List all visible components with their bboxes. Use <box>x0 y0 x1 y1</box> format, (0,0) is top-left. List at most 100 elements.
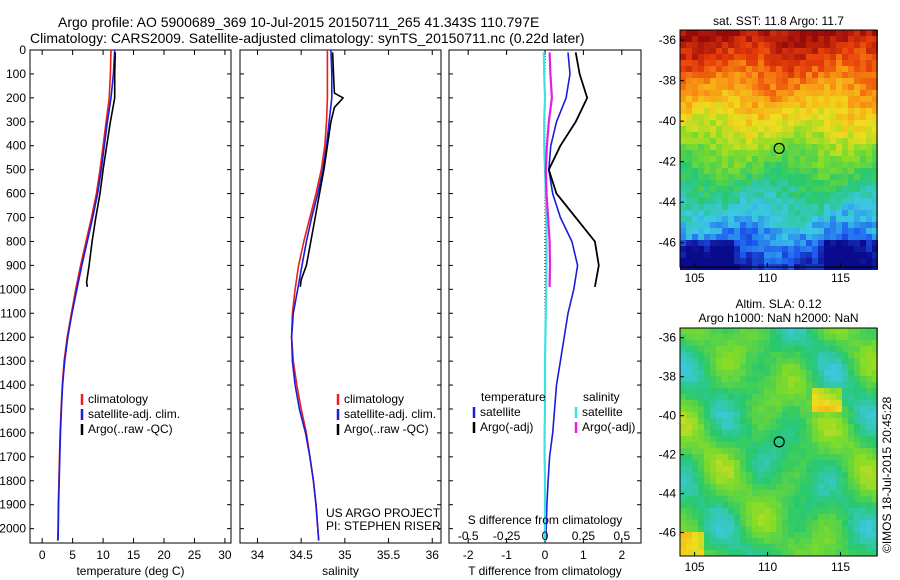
map-cell <box>866 364 872 370</box>
map-cell <box>716 520 722 526</box>
map-cell <box>740 424 746 430</box>
map-cell <box>752 186 758 192</box>
map-cell <box>758 418 764 424</box>
map-cell <box>704 382 710 388</box>
map-cell <box>824 442 830 448</box>
map-cell <box>836 550 842 556</box>
map-cell <box>776 382 782 388</box>
map-cell <box>698 30 704 36</box>
map-raster <box>680 30 878 270</box>
map-cell <box>740 150 746 156</box>
map-cell <box>692 84 698 90</box>
map-cell <box>872 334 878 340</box>
map-cell <box>698 48 704 54</box>
map-frame <box>679 29 878 268</box>
map-cell <box>692 412 698 418</box>
map-cell <box>752 358 758 364</box>
map-cell <box>716 252 722 258</box>
map-cell <box>692 388 698 394</box>
map-cell <box>728 538 734 544</box>
map-cell <box>854 484 860 490</box>
map-cell <box>740 466 746 472</box>
map-cell <box>704 84 710 90</box>
map-cell <box>830 430 836 436</box>
map-cell <box>866 54 872 60</box>
map-cell <box>866 186 872 192</box>
map-cell <box>800 550 806 556</box>
map-cell <box>680 192 686 198</box>
map-cell <box>746 168 752 174</box>
map-cell <box>698 144 704 150</box>
map-cell <box>872 412 878 418</box>
map-cell <box>698 246 704 252</box>
map-cell <box>752 394 758 400</box>
map-cell <box>860 48 866 54</box>
map-cell <box>680 138 686 144</box>
map-cell <box>788 448 794 454</box>
map-cell <box>782 502 788 508</box>
map-cell <box>812 346 818 352</box>
map-cell <box>752 78 758 84</box>
map-cell <box>758 364 764 370</box>
map-cell <box>764 418 770 424</box>
map-cell <box>872 174 878 180</box>
map-cell <box>830 90 836 96</box>
map-cell <box>722 442 728 448</box>
map-cell <box>698 150 704 156</box>
map-cell <box>854 222 860 228</box>
map-cell <box>740 120 746 126</box>
map-cell <box>710 508 716 514</box>
map-cell <box>782 216 788 222</box>
map-cell <box>722 334 728 340</box>
map-cell <box>734 382 740 388</box>
map-cell <box>758 90 764 96</box>
map-cell <box>710 358 716 364</box>
map-cell <box>758 234 764 240</box>
map-cell <box>764 120 770 126</box>
map-cell <box>746 394 752 400</box>
map-cell <box>776 454 782 460</box>
map-cell <box>728 48 734 54</box>
map-cell <box>728 156 734 162</box>
map-cell <box>860 84 866 90</box>
map-cell <box>698 478 704 484</box>
map-cell <box>764 210 770 216</box>
map-cell <box>740 180 746 186</box>
map-cell <box>866 30 872 36</box>
map-cell <box>788 418 794 424</box>
map-cell <box>872 192 878 198</box>
map-cell <box>806 78 812 84</box>
map-cell <box>836 90 842 96</box>
map-cell <box>776 376 782 382</box>
map-cell <box>830 30 836 36</box>
map-cell <box>698 240 704 246</box>
map-cell <box>812 180 818 186</box>
map-cell <box>752 490 758 496</box>
map-cell <box>860 156 866 162</box>
map-cell <box>680 508 686 514</box>
map-cell <box>734 430 740 436</box>
map-cell <box>734 538 740 544</box>
map-cell <box>818 42 824 48</box>
map-cell <box>812 532 818 538</box>
map-cell <box>794 30 800 36</box>
map-cell <box>764 72 770 78</box>
map-cell <box>698 484 704 490</box>
map-cell <box>746 514 752 520</box>
map-cell <box>698 358 704 364</box>
map-cell <box>794 382 800 388</box>
map-cell <box>812 466 818 472</box>
map-cell <box>866 466 872 472</box>
map-cell <box>812 538 818 544</box>
map-cell <box>842 496 848 502</box>
map-cell <box>812 204 818 210</box>
map-cell <box>836 144 842 150</box>
map-cell <box>824 328 830 334</box>
map-cell <box>704 472 710 478</box>
map-cell <box>848 114 854 120</box>
map-cell <box>788 60 794 66</box>
map-cell <box>680 204 686 210</box>
map-cell <box>776 84 782 90</box>
map-cell <box>764 48 770 54</box>
map-cell <box>848 228 854 234</box>
